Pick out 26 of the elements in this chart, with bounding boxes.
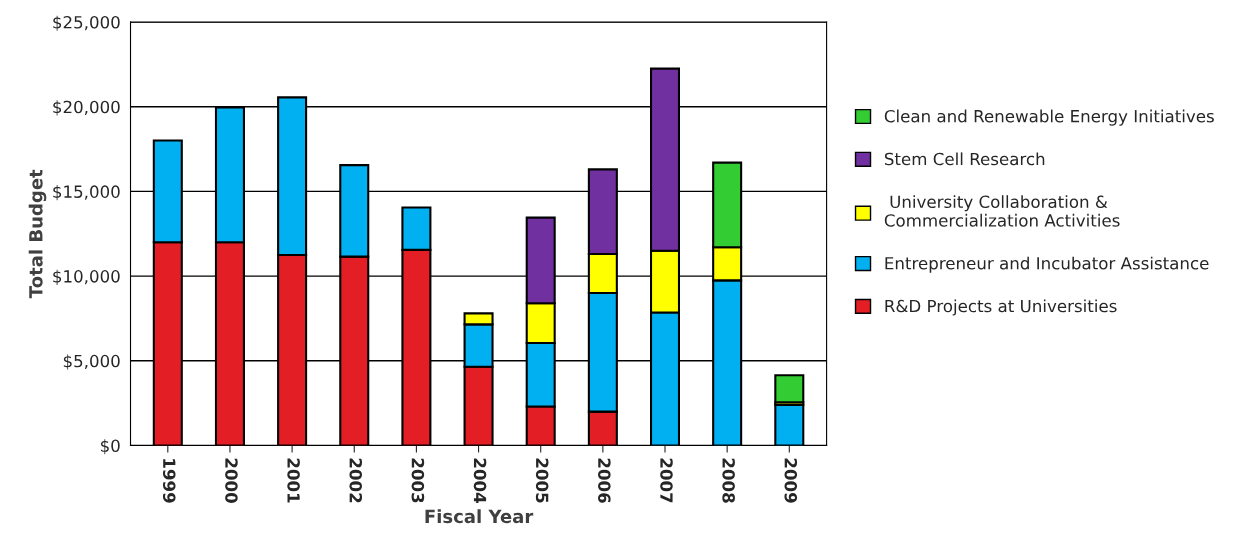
y-tick-label: $15,000 <box>53 185 120 201</box>
x-tick-label: 1999 <box>162 459 176 503</box>
legend-label: Stem Cell Research <box>884 152 1045 166</box>
x-tick-label: 2005 <box>535 458 549 503</box>
y-tick-label: $0 <box>100 439 120 455</box>
x-tick-label: 2004 <box>473 458 487 503</box>
bar <box>774 374 805 404</box>
legend-label: Clean and Renewable Energy Initiatives <box>884 109 1214 126</box>
bar <box>774 403 805 446</box>
legend-label: University Collaboration & Commercialization Activities <box>884 195 1120 227</box>
y-tick-label: $20,000 <box>53 100 120 116</box>
x-tick-label: 2007 <box>660 458 673 503</box>
x-tick-label: 2003 <box>411 458 425 503</box>
x-axis-title: Fiscal Year <box>425 509 534 524</box>
x-tick-label: 2008 <box>722 458 735 503</box>
y-tick-label: $10,000 <box>53 269 120 285</box>
x-tick-label: 2009 <box>784 458 798 503</box>
x-tick-label: 2001 <box>287 458 300 503</box>
x-tick-label: 2000 <box>225 458 238 503</box>
y-tick-label: $5,000 <box>63 354 120 370</box>
x-tick-label: 2006 <box>598 458 611 503</box>
legend-label: R&D Projects at Universities <box>885 299 1117 316</box>
y-tick-label: $25,000 <box>53 15 120 31</box>
legend-label: Entrepreneur and Incubator Assistance <box>885 256 1209 273</box>
y-axis-title: Total Budget <box>28 169 47 299</box>
x-tick-label: 2002 <box>349 458 363 503</box>
